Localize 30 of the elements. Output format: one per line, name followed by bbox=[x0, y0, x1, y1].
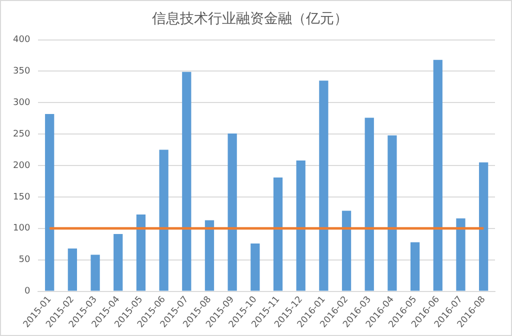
y-tick-label: 300 bbox=[12, 98, 30, 108]
chart-title: 信息技术行业融资金融（亿元） bbox=[152, 11, 348, 28]
bar bbox=[342, 210, 352, 291]
y-tick-label: 0 bbox=[24, 286, 30, 297]
bar bbox=[319, 80, 328, 291]
bar bbox=[433, 60, 442, 291]
bar bbox=[182, 72, 192, 291]
bar bbox=[204, 220, 214, 291]
y-tick-label: 200 bbox=[12, 160, 30, 171]
y-tick-label: 50 bbox=[18, 255, 30, 266]
bar bbox=[159, 150, 168, 291]
bar bbox=[364, 118, 374, 291]
y-tick-label: 150 bbox=[12, 192, 30, 202]
y-tick-label: 100 bbox=[12, 224, 30, 234]
bar bbox=[90, 254, 100, 291]
y-tick-label: 350 bbox=[12, 66, 30, 77]
bar bbox=[114, 234, 123, 291]
bar bbox=[296, 160, 306, 291]
bar bbox=[250, 243, 260, 291]
bar bbox=[136, 214, 146, 291]
y-tick-label: 250 bbox=[12, 129, 30, 140]
bar bbox=[273, 177, 283, 291]
bar bbox=[479, 162, 488, 291]
bar bbox=[388, 135, 397, 291]
bar bbox=[228, 133, 237, 291]
bar bbox=[45, 114, 54, 291]
bar bbox=[456, 218, 466, 291]
y-tick-label: 400 bbox=[12, 35, 30, 46]
bar bbox=[410, 242, 420, 291]
bar bbox=[68, 248, 78, 291]
